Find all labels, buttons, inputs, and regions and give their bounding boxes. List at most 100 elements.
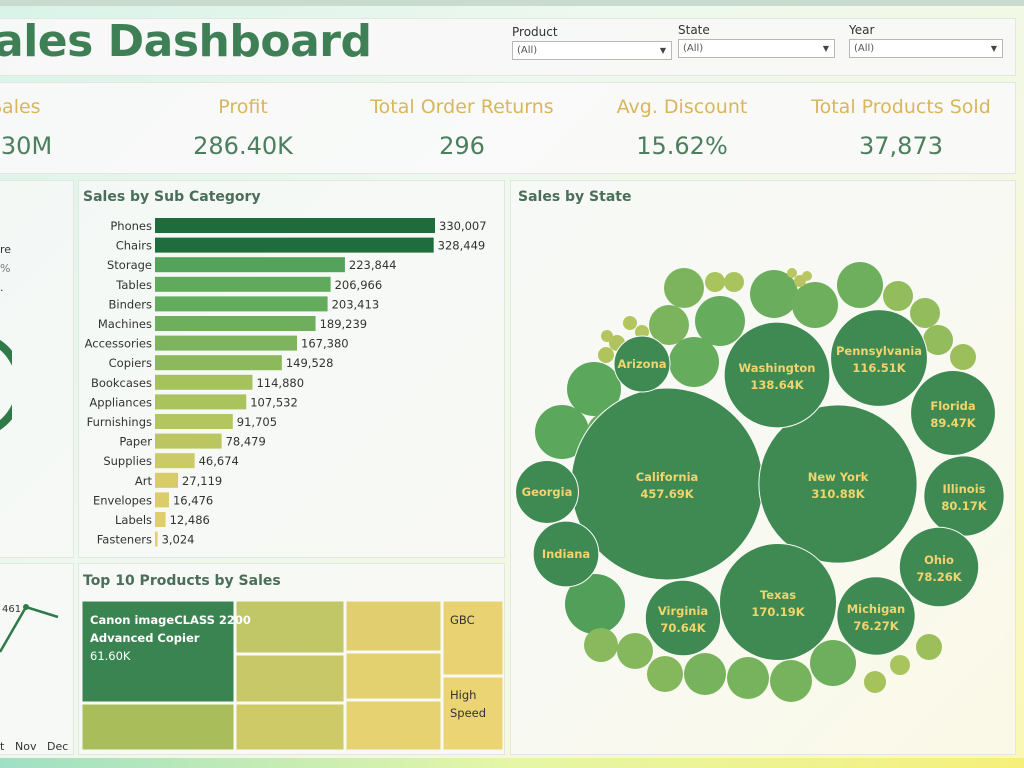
state-bubble-small[interactable] xyxy=(598,347,614,363)
state-bubble-small[interactable] xyxy=(787,268,797,278)
bar-tables[interactable] xyxy=(155,276,331,292)
bar-phones[interactable] xyxy=(155,218,435,233)
legend-text: . xyxy=(0,281,4,294)
state-bubble-small[interactable] xyxy=(584,628,618,662)
bar-fasteners[interactable] xyxy=(155,531,158,547)
sub-category-title: Sales by Sub Category xyxy=(83,189,261,205)
treemap-cell[interactable] xyxy=(235,654,345,703)
state-bubble-small[interactable] xyxy=(649,305,689,345)
state-bubble-small[interactable] xyxy=(647,656,683,692)
state-bubble-small[interactable] xyxy=(890,655,910,675)
state-bubble-new-york[interactable] xyxy=(758,404,918,564)
bar-category-label: Copiers xyxy=(109,356,152,370)
state-bubble-small[interactable] xyxy=(565,574,625,634)
state-name-label: Virginia xyxy=(658,604,708,618)
state-bubble-small[interactable] xyxy=(810,640,856,686)
state-bubble-arizona[interactable] xyxy=(613,335,671,393)
state-bubble-pennsylvania[interactable] xyxy=(830,309,928,407)
bar-supplies[interactable] xyxy=(155,453,195,469)
year-filter[interactable]: Year (All) ▼ xyxy=(849,23,1003,58)
state-bubble-small[interactable] xyxy=(617,633,653,669)
donut-segment xyxy=(0,340,12,430)
bar-appliances[interactable] xyxy=(155,394,247,410)
product-filter[interactable]: Product (All) ▼ xyxy=(512,25,672,60)
state-bubble-small[interactable] xyxy=(950,344,976,370)
state-bubble-georgia[interactable] xyxy=(515,460,579,524)
state-bubble-small[interactable] xyxy=(916,634,942,660)
state-filter-value: (All) xyxy=(683,43,704,54)
bar-chairs[interactable] xyxy=(155,237,434,253)
bar-accessories[interactable] xyxy=(155,335,298,351)
bar-value-label: 91,705 xyxy=(237,415,277,429)
treemap-cell[interactable] xyxy=(82,703,235,750)
bar-labels[interactable] xyxy=(155,512,166,527)
state-bubble-small[interactable] xyxy=(724,272,744,292)
legend-text: % xyxy=(0,262,11,275)
treemap-cell[interactable] xyxy=(442,601,503,676)
state-filter[interactable]: State (All) ▼ xyxy=(678,23,835,58)
top-border xyxy=(0,0,1024,6)
state-bubble-small[interactable] xyxy=(535,405,589,459)
state-bubble-small[interactable] xyxy=(669,337,719,387)
bar-value-label: 189,239 xyxy=(320,317,368,331)
state-bubble-illinois[interactable] xyxy=(923,455,1005,537)
bar-category-label: Supplies xyxy=(103,454,152,468)
state-name-label: Florida xyxy=(930,399,975,413)
state-bubble-small[interactable] xyxy=(770,660,812,702)
state-bubble-small[interactable] xyxy=(684,653,726,695)
state-bubble-ohio[interactable] xyxy=(898,526,980,608)
state-name-label: Illinois xyxy=(943,482,986,496)
state-bubble-small[interactable] xyxy=(727,657,769,699)
bar-furnishings[interactable] xyxy=(155,414,233,429)
state-bubble-florida[interactable] xyxy=(910,370,996,456)
treemap-cell[interactable] xyxy=(345,652,442,700)
state-bubble-small[interactable] xyxy=(635,325,649,339)
treemap-cell[interactable] xyxy=(442,676,503,750)
treemap-cell[interactable] xyxy=(235,703,345,750)
state-value-label: 78.26K xyxy=(916,570,962,584)
bar-paper[interactable] xyxy=(155,433,222,449)
state-bubble-small[interactable] xyxy=(750,270,798,318)
state-bubble-small[interactable] xyxy=(601,330,613,342)
state-bubble-small[interactable] xyxy=(923,325,953,355)
state-value-label: 116.51K xyxy=(852,361,906,375)
state-bubble-california[interactable] xyxy=(570,387,764,581)
state-bubble-small[interactable] xyxy=(792,282,838,328)
state-bubble-small[interactable] xyxy=(623,316,637,330)
state-bubble-texas[interactable] xyxy=(718,542,838,662)
state-bubble-small[interactable] xyxy=(837,262,883,308)
bar-value-label: 12,486 xyxy=(170,513,210,527)
kpi-value: 286.40K xyxy=(193,132,293,160)
state-bubble-small[interactable] xyxy=(864,671,886,693)
bar-binders[interactable] xyxy=(155,296,328,312)
state-bubble-washington[interactable] xyxy=(723,321,831,429)
state-bubble-small[interactable] xyxy=(705,272,725,292)
state-filter-select[interactable]: (All) ▼ xyxy=(678,39,835,58)
state-name-label: Indiana xyxy=(542,547,590,561)
state-bubble-indiana[interactable] xyxy=(532,520,600,588)
state-bubble-small[interactable] xyxy=(883,281,913,311)
bar-machines[interactable] xyxy=(155,316,316,331)
bar-value-label: 330,007 xyxy=(439,219,487,233)
bar-copiers[interactable] xyxy=(155,355,282,371)
dashboard-title: ales Dashboard xyxy=(0,16,372,67)
kpi-value: 296 xyxy=(439,132,485,160)
product-filter-select[interactable]: (All) ▼ xyxy=(512,41,672,60)
bar-art[interactable] xyxy=(155,472,179,488)
treemap-cell[interactable] xyxy=(345,601,442,652)
treemap-cell[interactable] xyxy=(82,601,235,703)
year-filter-select[interactable]: (All) ▼ xyxy=(849,39,1003,58)
bar-category-label: Labels xyxy=(115,513,152,527)
state-bubble-michigan[interactable] xyxy=(836,576,916,656)
state-bubble-small[interactable] xyxy=(664,268,704,308)
bar-storage[interactable] xyxy=(155,257,345,273)
state-bubble-small[interactable] xyxy=(695,296,745,346)
state-bubble-small[interactable] xyxy=(910,298,940,328)
bar-bookcases[interactable] xyxy=(155,374,253,390)
state-bubble-small[interactable] xyxy=(567,362,621,416)
bar-envelopes[interactable] xyxy=(155,492,169,508)
state-bubble-virginia[interactable] xyxy=(644,579,722,657)
state-bubble-small[interactable] xyxy=(802,271,812,281)
treemap-cell[interactable] xyxy=(235,601,345,654)
treemap-cell[interactable] xyxy=(345,700,442,750)
